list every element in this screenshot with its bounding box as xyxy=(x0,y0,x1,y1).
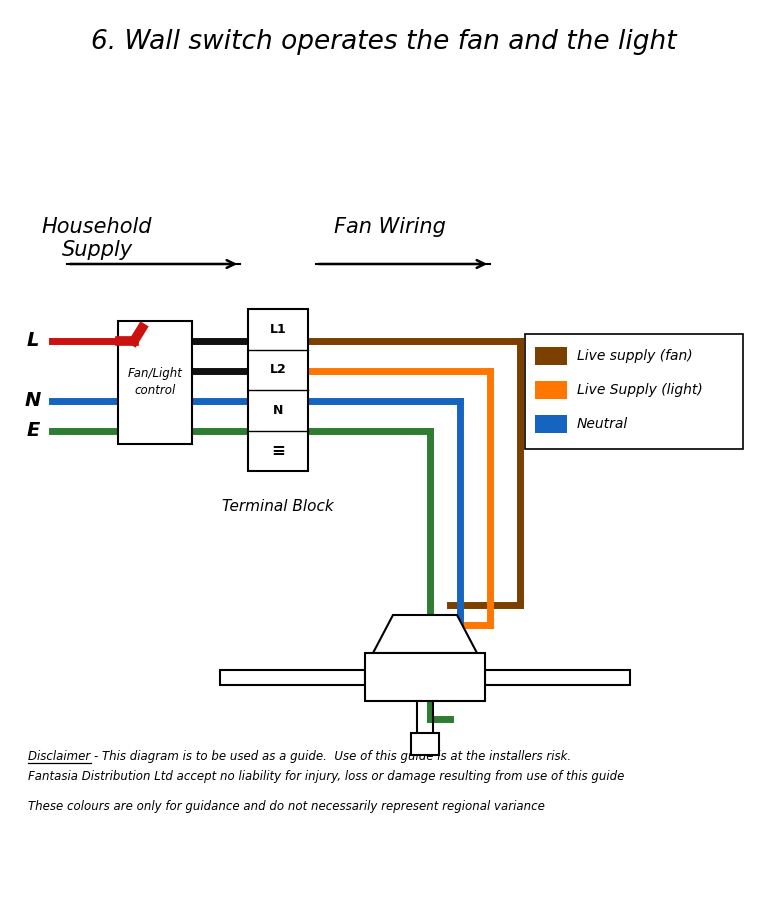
Text: L2: L2 xyxy=(270,363,286,377)
Text: Supply: Supply xyxy=(61,240,133,260)
Text: Neutral: Neutral xyxy=(577,417,628,431)
Text: Fan Wiring: Fan Wiring xyxy=(334,217,446,237)
Bar xyxy=(535,415,567,433)
Text: Live Supply (light): Live Supply (light) xyxy=(577,383,703,397)
Text: ≡: ≡ xyxy=(271,441,285,459)
Bar xyxy=(365,653,485,701)
Text: N: N xyxy=(273,404,283,417)
Text: Disclaimer - This diagram is to be used as a guide.  Use of this guide is at the: Disclaimer - This diagram is to be used … xyxy=(28,750,571,763)
Text: Fantasia Distribution Ltd accept no liability for injury, loss or damage resulti: Fantasia Distribution Ltd accept no liab… xyxy=(28,770,624,783)
Polygon shape xyxy=(373,615,477,653)
Bar xyxy=(220,670,365,684)
Text: L: L xyxy=(27,332,39,351)
Bar xyxy=(248,309,308,471)
Text: Fan/Light
control: Fan/Light control xyxy=(127,368,183,397)
Bar xyxy=(525,334,743,449)
Text: Terminal Block: Terminal Block xyxy=(222,499,334,514)
Text: 6. Wall switch operates the fan and the light: 6. Wall switch operates the fan and the … xyxy=(91,29,677,55)
Text: E: E xyxy=(26,422,40,441)
Bar xyxy=(535,381,567,399)
Text: L1: L1 xyxy=(270,323,286,335)
Text: These colours are only for guidance and do not necessarily represent regional va: These colours are only for guidance and … xyxy=(28,800,545,813)
Text: Household: Household xyxy=(41,217,152,237)
Bar xyxy=(535,347,567,365)
Text: Live supply (fan): Live supply (fan) xyxy=(577,349,693,363)
Text: N: N xyxy=(25,391,41,411)
Bar xyxy=(118,321,192,444)
Bar xyxy=(411,733,439,755)
Bar xyxy=(485,670,630,684)
